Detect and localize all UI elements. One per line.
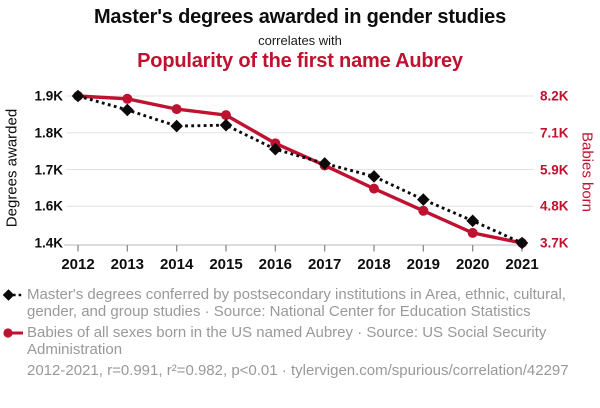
legend: Master's degrees conferred by postsecond…: [2, 286, 586, 379]
y-tick-label-left: 1.9K: [34, 88, 63, 104]
babies-point: [221, 110, 231, 121]
y-tick-label-left: 1.6K: [34, 198, 63, 214]
x-tick-label: 2015: [209, 256, 243, 273]
y-tick-label-right: 7.1K: [540, 125, 569, 141]
legend-entry-degrees: Master's degrees conferred by postsecond…: [2, 286, 586, 320]
legend-entry-babies: Babies of all sexes born in the US named…: [2, 324, 586, 358]
x-tick-label: 2016: [258, 256, 293, 273]
babies-point: [171, 104, 182, 115]
y-tick-label-left: 1.8K: [34, 125, 63, 141]
x-tick-label: 2021: [505, 256, 539, 273]
y-tick-label-right: 3.7K: [540, 235, 569, 251]
x-tick-label: 2018: [357, 256, 391, 273]
y-tick-label-left: 1.4K: [34, 235, 63, 251]
y-tick-label-right: 8.2K: [540, 88, 569, 104]
y-tick-label-left: 1.7K: [34, 162, 63, 177]
x-tick-label: 2017: [307, 256, 342, 273]
babies-point: [369, 183, 379, 194]
x-tick-label: 2012: [61, 256, 95, 273]
degrees-point: [417, 193, 430, 206]
secondary-title: Popularity of the first name Aubrey: [137, 50, 463, 72]
degrees-point: [71, 89, 85, 103]
correlates-with-label: correlates with: [258, 33, 342, 48]
x-tick-label: 2019: [406, 256, 441, 273]
babies-line: [77, 94, 523, 245]
degrees-point: [121, 103, 134, 117]
page-title: Master's degrees awarded in gender studi…: [93, 6, 507, 28]
black-diamond-dotted-line-icon: [2, 289, 24, 301]
legend-entry-degrees-text: Master's degrees conferred by postsecond…: [27, 286, 566, 320]
y-tick-label-right: 5.9K: [540, 162, 569, 177]
babies-point: [467, 227, 478, 238]
babies-point: [122, 93, 133, 104]
y-tick-label-right: 4.8K: [540, 198, 569, 214]
degrees-point: [515, 236, 529, 250]
x-tick-label: 2020: [455, 256, 490, 273]
degrees-point: [170, 119, 183, 133]
x-tick-label: 2013: [110, 256, 145, 273]
red-circle-solid-line-icon: [3, 328, 23, 338]
degrees-point: [269, 142, 282, 156]
degrees-point: [318, 157, 331, 170]
stats-footer: 2012-2021, r=0.991, r²=0.982, p<0.01 · t…: [27, 362, 569, 379]
x-tick-label: 2014: [159, 256, 194, 273]
degrees-point: [367, 170, 381, 183]
degrees-line: [77, 94, 523, 245]
degrees-point: [466, 214, 479, 228]
legend-entry-babies-text: Babies of all sexes born in the US named…: [27, 324, 547, 358]
babies-point: [418, 205, 429, 216]
degrees-point: [219, 118, 233, 132]
